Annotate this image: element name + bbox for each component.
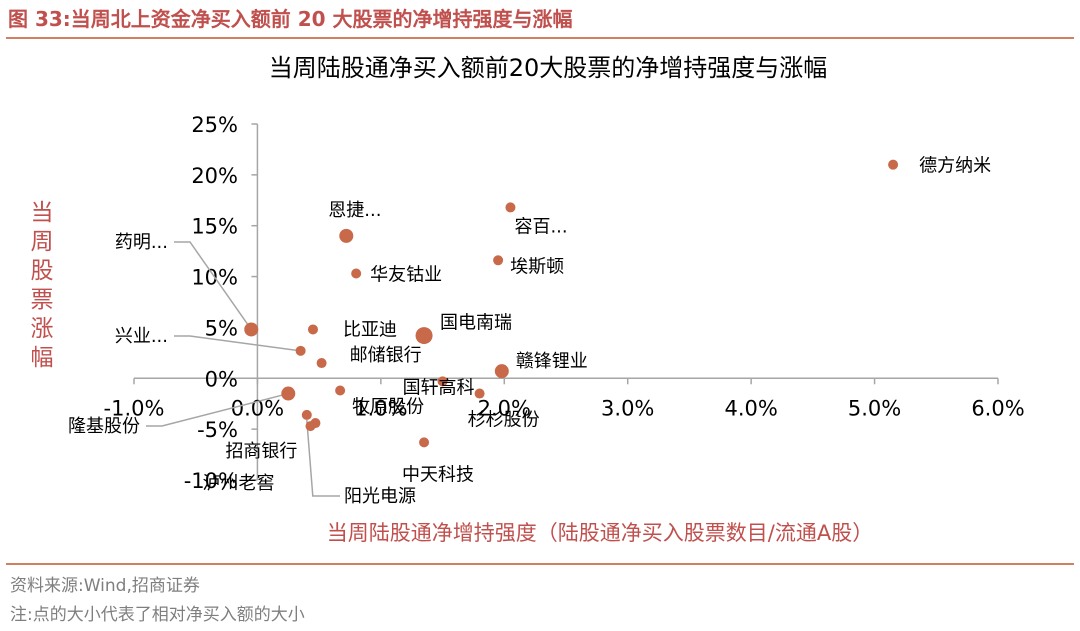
y-tick-label: 0% [205,367,238,391]
leader-line [146,392,289,427]
point-杉杉股份 [474,388,485,399]
y-axis-title-char: 周 [31,229,54,255]
point-隆基股份 [281,386,296,401]
point-label: 隆基股份 [68,416,140,437]
y-axis-title-char: 股 [31,258,54,284]
point-label: 杉杉股份 [468,410,540,431]
point-label: 恩捷... [328,200,381,221]
x-tick-label: 6.0% [971,396,1024,420]
leader-line [174,335,301,352]
bottom-rule [6,563,1074,565]
x-tick-label: 0.0% [231,396,284,420]
point-国电南瑞 [415,327,433,345]
x-tick-label: 5.0% [848,396,901,420]
scatter-chart: 当周陆股通净买入额前20大股票的净增持强度与涨幅 -1.0% 0.0% 1.0% 2.… [31,54,1025,545]
figure-title: 图 33:当周北上资金净买入额前 20 大股票的净增持强度与涨幅 [8,7,573,31]
point-label: 牧原股份 [352,396,424,417]
point-label: 邮储银行 [350,345,422,366]
point-比亚迪 [307,324,318,335]
point-label: 容百... [514,216,567,237]
point-邮储银行 [316,358,327,369]
point-德方纳米 [888,159,899,170]
leader-line [174,241,252,330]
point-label: 德方纳米 [919,156,991,177]
y-tick-label: -5% [197,418,238,442]
y-tick-label: 5% [205,316,238,340]
point-label: 泸州老窖 [203,473,275,494]
point-赣锋锂业 [494,364,509,379]
x-axis-title: 当周陆股通净增持强度（陆股通净买入股票数目/流通A股） [327,521,873,545]
y-axis-title-char: 当 [31,200,54,226]
y-axis-title-char: 涨 [31,316,54,342]
point-label: 国电南瑞 [440,313,512,334]
point-label: 华友钴业 [370,265,442,286]
y-axis-title-char: 幅 [31,345,54,371]
point-label: 埃斯顿 [510,256,564,277]
x-tick-label: 1.0% [354,396,407,420]
point-中天科技 [419,437,430,448]
point-容百 [505,202,516,213]
source-note: 资料来源:Wind,招商证券 [10,576,200,596]
point-label: 招商银行 [225,441,297,462]
point-label: 药明... [115,232,168,253]
point-恩捷 [339,228,354,243]
point-label: 比亚迪 [343,319,397,340]
point-label: 中天科技 [402,464,474,485]
x-tick-label: 3.0% [601,396,654,420]
chart-title: 当周陆股通净买入额前20大股票的净增持强度与涨幅 [269,54,828,82]
point-阳光电源 [301,409,312,420]
top-rule [6,37,1074,39]
point-泸州老窖 [305,421,316,432]
x-tick-label: 4.0% [724,396,777,420]
leader-line [306,419,340,497]
y-axis-title-char: 票 [31,287,54,313]
point-label: 国轩高科 [403,377,475,398]
y-tick-label: 20% [191,164,238,188]
point-国轩高科 [437,376,448,387]
y-tick-label: 25% [191,113,238,137]
point-埃斯顿 [493,255,504,266]
y-tick-label: -10% [184,469,238,493]
point-label: 兴业... [115,326,168,347]
point-label: 赣锋锂业 [516,351,588,372]
point-兴业 [295,345,306,356]
point-药明 [244,322,259,337]
point-华友钴业 [351,268,362,279]
x-tick-label: 2.0% [478,396,531,420]
point-label: 阳光电源 [344,486,416,507]
point-牧原股份 [335,385,346,396]
x-tick-label: -1.0% [104,396,165,420]
y-tick-label: 15% [191,215,238,239]
size-note: 注:点的大小代表了相对净买入额的大小 [10,605,305,625]
